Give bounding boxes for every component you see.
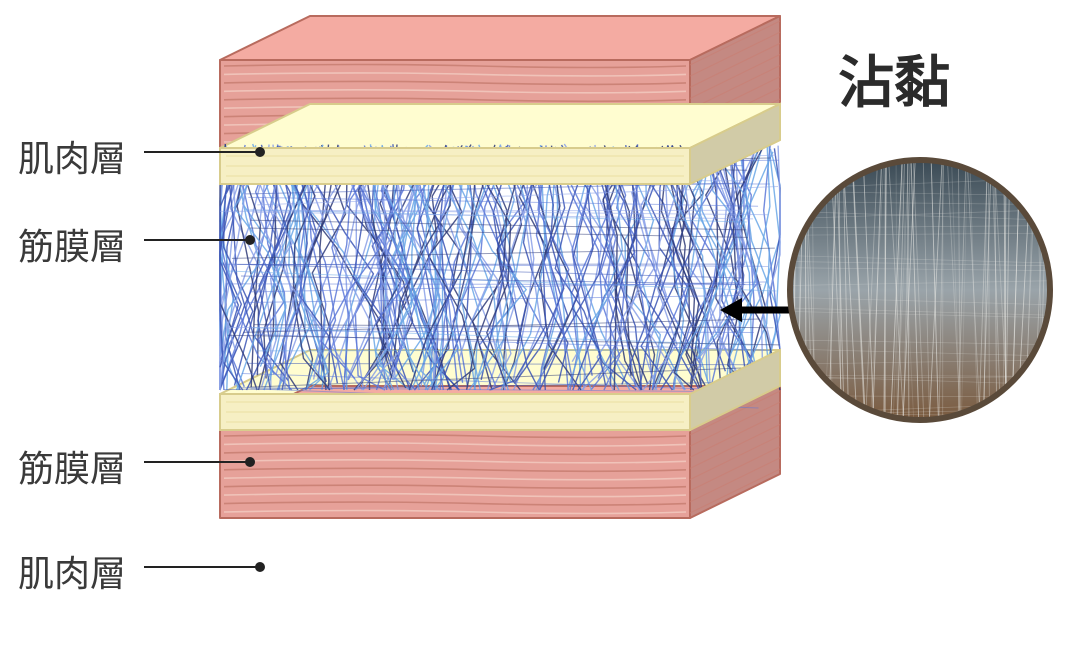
label-fascia-bot: 筋膜層 [18, 440, 126, 492]
label-adhesion: 沾黏 [838, 38, 950, 119]
label-fascia-top: 筋膜層 [18, 218, 126, 270]
label-muscle-bot: 肌肉層 [18, 545, 126, 597]
diagram-root: { "canvas":{"w":1080,"h":664,"bg":"#ffff… [0, 0, 1080, 664]
label-muscle-top: 肌肉層 [18, 130, 126, 182]
